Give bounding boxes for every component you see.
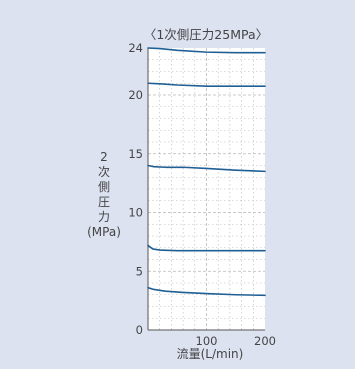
y-axis-label-char: 力: [98, 210, 110, 224]
series-line: [147, 244, 266, 252]
x-tick-labels: 100 200: [196, 334, 276, 348]
y-axis-label: 2 次 側 圧 力 (MPa): [87, 150, 121, 239]
series-line: [147, 82, 266, 87]
y-axis-label-char: 次: [98, 165, 110, 179]
series-lines: [147, 47, 266, 297]
x-tick-label: 200: [254, 334, 276, 348]
minor-gridlines: [148, 48, 265, 330]
chart-title: 〈1次側圧力25MPa〉: [144, 27, 268, 42]
series-line: [147, 286, 266, 297]
y-axis-label-unit: (MPa): [87, 225, 121, 239]
series-line: [147, 164, 266, 173]
y-tick-label: 24: [128, 41, 143, 55]
series-line: [147, 47, 266, 54]
x-axis-label: 流量(L/min): [177, 347, 244, 361]
y-axis-label-char: 側: [98, 180, 110, 194]
y-tick-label: 15: [128, 147, 143, 161]
major-gridlines: [148, 48, 265, 330]
y-tick-label: 0: [136, 323, 143, 337]
y-tick-label: 10: [128, 206, 143, 220]
y-axis-label-char: 2: [100, 150, 108, 164]
y-tick-label: 5: [136, 264, 143, 278]
y-tick-labels: 0 5 10 15 20 24: [128, 41, 143, 337]
y-axis-label-char: 圧: [98, 195, 110, 209]
y-tick-label: 20: [128, 88, 143, 102]
x-tick-label: 100: [196, 334, 218, 348]
